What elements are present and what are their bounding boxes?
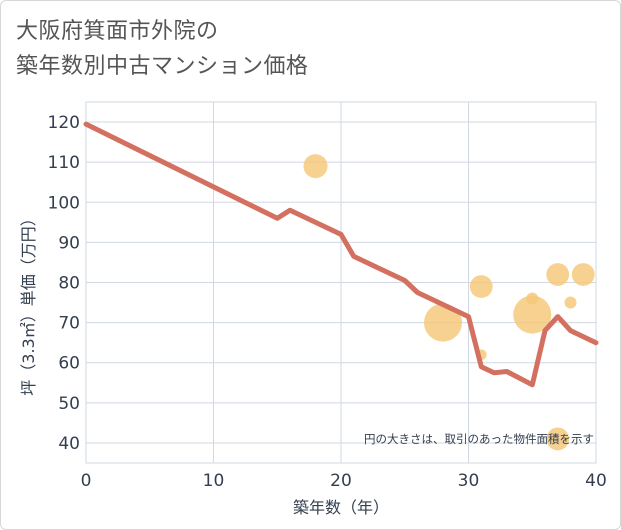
bubble-point [571,263,595,286]
x-tick-label: 30 [458,471,480,491]
bubble-layer [303,154,595,451]
bubble-size-note: 円の大きさは、取引のあった物件面積を示す [364,432,594,446]
x-tick-label: 40 [585,471,607,491]
x-tick-label: 20 [330,471,352,491]
bubble-point [303,154,328,179]
y-tick-label: 90 [58,233,80,253]
y-tick-label: 70 [58,314,80,334]
bubble-point [546,263,570,286]
y-tick-label: 120 [48,113,80,133]
chart-title: 大阪府箕面市外院の 築年数別中古マンション価格 [16,14,309,84]
bubble-point [469,275,493,298]
chart-title-line-2: 築年数別中古マンション価格 [16,54,309,79]
bubble-point [513,295,552,334]
x-tick-label: 10 [203,471,225,491]
y-tick-label: 60 [58,354,80,374]
bubble-point [526,292,539,305]
y-tick-label: 40 [58,434,80,454]
y-tick-label: 100 [48,193,80,213]
x-axis-label: 築年数（年） [293,498,389,517]
y-tick-label: 110 [48,153,80,173]
bubble-point [423,303,463,342]
x-tick-label: 0 [81,471,92,491]
bubble-point [546,427,570,451]
chart-title-line-1: 大阪府箕面市外院の [16,19,219,44]
y-tick-label: 80 [58,274,80,294]
y-axis-label: 坪（3.3㎡）単価（万円） [19,210,38,395]
bubble-point [564,296,577,309]
line-layer [83,121,599,388]
grid-lines [85,101,597,464]
y-tick-label: 50 [58,394,80,414]
tick-labels: 0 10 20 30 40 40 50 60 70 80 90 100 110 120 [48,113,607,491]
trend-line [83,121,599,388]
